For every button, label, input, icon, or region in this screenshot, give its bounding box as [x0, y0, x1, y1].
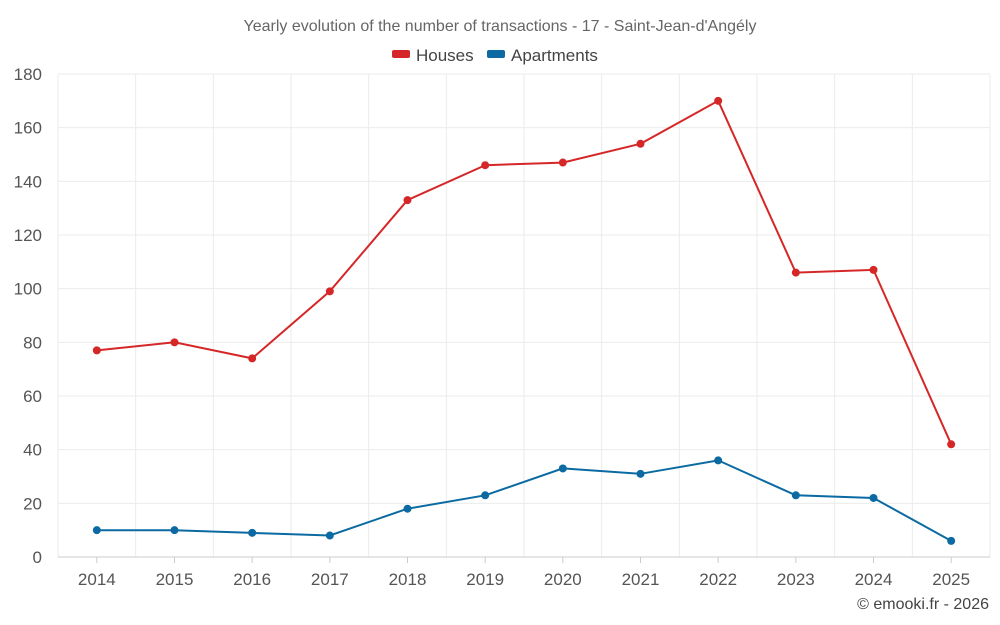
grid [57, 73, 991, 557]
data-point-apartments-2019[interactable] [481, 491, 490, 500]
x-tick-label-2024: 2024 [855, 570, 893, 589]
data-point-apartments-2022[interactable] [714, 456, 723, 465]
data-point-apartments-2017[interactable] [325, 531, 334, 540]
data-point-houses-2022[interactable] [714, 96, 723, 105]
data-point-apartments-2021[interactable] [636, 469, 645, 478]
data-point-apartments-2020[interactable] [558, 464, 567, 473]
y-tick-label-120: 120 [14, 226, 42, 245]
series-line-apartments [96, 459, 952, 542]
data-point-apartments-2016[interactable] [248, 528, 257, 537]
x-tick-label-2020: 2020 [544, 570, 582, 589]
data-point-houses-2023[interactable] [791, 268, 800, 277]
data-point-apartments-2024[interactable] [869, 493, 878, 502]
y-tick-label-160: 160 [14, 119, 42, 138]
data-point-houses-2018[interactable] [403, 196, 412, 205]
data-point-apartments-2014[interactable] [92, 526, 101, 535]
x-tick-label-2025: 2025 [932, 570, 970, 589]
data-point-houses-2025[interactable] [947, 440, 956, 449]
x-tick-label-2021: 2021 [622, 570, 660, 589]
x-tick-label-2017: 2017 [311, 570, 349, 589]
series [92, 96, 956, 545]
y-tick-label-140: 140 [14, 172, 42, 191]
x-tick-label-2015: 2015 [156, 570, 194, 589]
data-point-apartments-2018[interactable] [403, 504, 412, 513]
data-point-houses-2021[interactable] [636, 139, 645, 148]
data-point-houses-2015[interactable] [170, 338, 179, 347]
x-tick-label-2014: 2014 [78, 570, 116, 589]
data-point-apartments-2015[interactable] [170, 526, 179, 535]
credit-text: © emooki.fr - 2026 [857, 596, 989, 613]
data-point-houses-2024[interactable] [869, 265, 878, 274]
y-tick-label-100: 100 [14, 280, 42, 299]
x-tick-label-2023: 2023 [777, 570, 815, 589]
data-point-houses-2014[interactable] [92, 346, 101, 355]
legend-label-houses[interactable]: Houses [416, 46, 474, 65]
legend-label-apartments[interactable]: Apartments [511, 46, 598, 65]
series-line-houses [96, 99, 953, 445]
legend-swatch-houses [392, 50, 410, 58]
data-point-houses-2020[interactable] [558, 158, 567, 167]
legend-swatch-apartments [487, 50, 505, 58]
y-tick-label-180: 180 [14, 65, 42, 84]
y-tick-label-80: 80 [23, 333, 42, 352]
data-point-apartments-2023[interactable] [791, 491, 800, 500]
x-tick-label-2019: 2019 [466, 570, 504, 589]
legend: Houses Apartments [392, 46, 598, 65]
x-tick-label-2018: 2018 [389, 570, 427, 589]
y-tick-label-40: 40 [23, 441, 42, 460]
x-tick-label-2016: 2016 [233, 570, 271, 589]
x-tick-label-2022: 2022 [699, 570, 737, 589]
data-point-houses-2016[interactable] [248, 354, 257, 363]
axes: 0 20 40 60 80 100 120 140 160 180 2014 2015 2016 2017… [14, 65, 990, 589]
data-point-apartments-2025[interactable] [947, 536, 956, 545]
chart-title: Yearly evolution of the number of transa… [244, 18, 757, 35]
data-point-houses-2019[interactable] [481, 161, 490, 170]
y-tick-label-0: 0 [33, 548, 42, 567]
y-tick-label-60: 60 [23, 387, 42, 406]
y-tick-label-20: 20 [23, 494, 42, 513]
data-point-houses-2017[interactable] [325, 287, 334, 296]
